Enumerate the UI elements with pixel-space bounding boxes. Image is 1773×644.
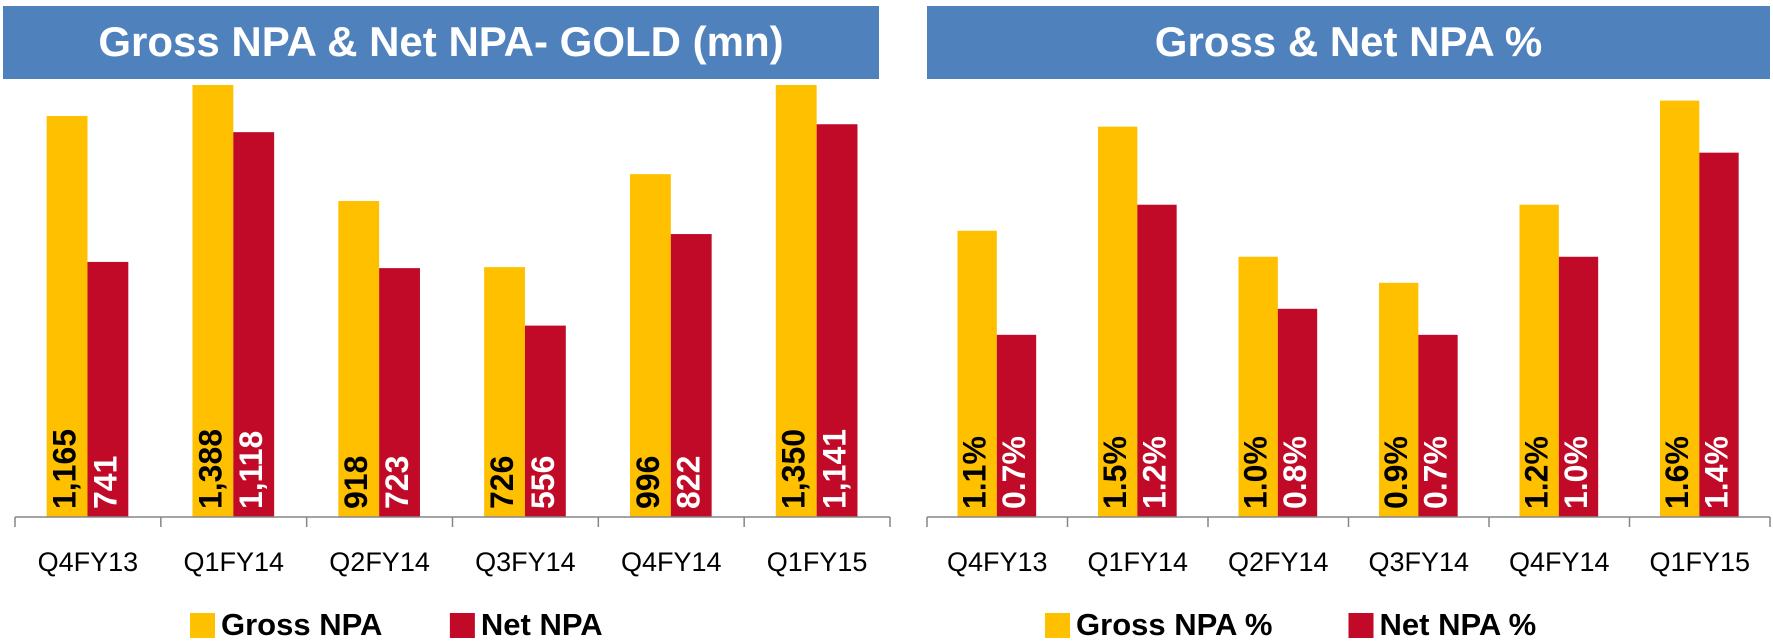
- bar: [484, 267, 525, 517]
- bar: [1097, 126, 1138, 517]
- value-label: 1.1%: [957, 436, 993, 509]
- x-tick-label: Q4FY13: [38, 547, 139, 577]
- x-tick-label: Q1FY14: [1087, 547, 1188, 577]
- value-label: 1.2%: [1136, 436, 1172, 509]
- chart-title: Gross & Net NPA %: [1155, 18, 1542, 65]
- bar: [1418, 334, 1458, 517]
- x-tick-label: Q4FY13: [947, 547, 1048, 577]
- value-label: 1.4%: [1698, 436, 1734, 509]
- value-label: 1,350: [776, 429, 812, 509]
- legend-swatch: [1045, 613, 1071, 638]
- plot: [957, 100, 1739, 517]
- x-tick-label: Q1FY15: [767, 547, 868, 577]
- bar: [1277, 308, 1318, 517]
- bar: [192, 85, 234, 517]
- x-tick-label: Q4FY14: [621, 547, 722, 577]
- value-label: 0.9%: [1378, 436, 1414, 509]
- x-tick-label: Q1FY15: [1649, 547, 1750, 577]
- bar: [379, 268, 420, 517]
- legend-label: Gross NPA %: [1076, 607, 1272, 642]
- value-label: 1,118: [233, 431, 269, 509]
- bar: [1238, 256, 1278, 517]
- chart-title: Gross NPA & Net NPA- GOLD (mn): [98, 18, 783, 65]
- value-label: 1.0%: [1558, 436, 1594, 509]
- bar: [1378, 282, 1419, 517]
- legend-label: Net NPA: [481, 607, 603, 642]
- x-tick-label: Q4FY14: [1509, 547, 1610, 577]
- x-tick-label: Q3FY14: [475, 547, 576, 577]
- value-label: 723: [379, 456, 415, 509]
- bar: [338, 201, 380, 517]
- value-label: 556: [525, 456, 561, 509]
- value-label: 0.7%: [996, 436, 1032, 509]
- x-tick-label: Q3FY14: [1368, 547, 1469, 577]
- x-tick-label: Q1FY14: [183, 547, 284, 577]
- bar: [775, 85, 817, 517]
- bar: [524, 325, 566, 517]
- value-label: 1,141: [817, 429, 853, 509]
- bar: [629, 174, 671, 517]
- value-label: 822: [671, 456, 707, 509]
- bar: [87, 261, 129, 517]
- title-banner: [3, 6, 879, 79]
- bar: [670, 234, 712, 517]
- value-label: 1.2%: [1519, 436, 1555, 509]
- bar: [1699, 152, 1739, 517]
- value-label: 1.5%: [1097, 436, 1133, 509]
- value-label: 1,165: [47, 429, 83, 509]
- bar: [1137, 204, 1177, 517]
- bar: [1558, 256, 1599, 517]
- value-label: 1.0%: [1238, 436, 1274, 509]
- value-label: 0.7%: [1417, 436, 1453, 509]
- x-tick-label: Q2FY14: [1228, 547, 1329, 577]
- bar: [1519, 204, 1559, 517]
- bar: [1659, 100, 1700, 517]
- bar: [816, 124, 858, 517]
- value-label: 1,388: [192, 429, 228, 509]
- value-label: 0.8%: [1277, 436, 1313, 509]
- plot: [46, 85, 858, 517]
- value-label: 741: [87, 456, 123, 509]
- bar: [46, 115, 88, 517]
- legend-swatch: [449, 613, 475, 638]
- legend-swatch: [1348, 613, 1374, 638]
- legend-label: Net NPA %: [1380, 607, 1537, 642]
- bar: [957, 230, 997, 517]
- value-label: 996: [630, 456, 666, 509]
- legend-label: Gross NPA: [221, 607, 382, 642]
- value-label: 918: [338, 456, 374, 509]
- legend-swatch: [190, 613, 215, 638]
- bar: [996, 334, 1037, 517]
- value-label: 726: [484, 456, 520, 509]
- bar: [233, 132, 275, 517]
- value-label: 1.6%: [1659, 436, 1695, 509]
- x-tick-label: Q2FY14: [329, 547, 430, 577]
- title-banner: [927, 6, 1770, 79]
